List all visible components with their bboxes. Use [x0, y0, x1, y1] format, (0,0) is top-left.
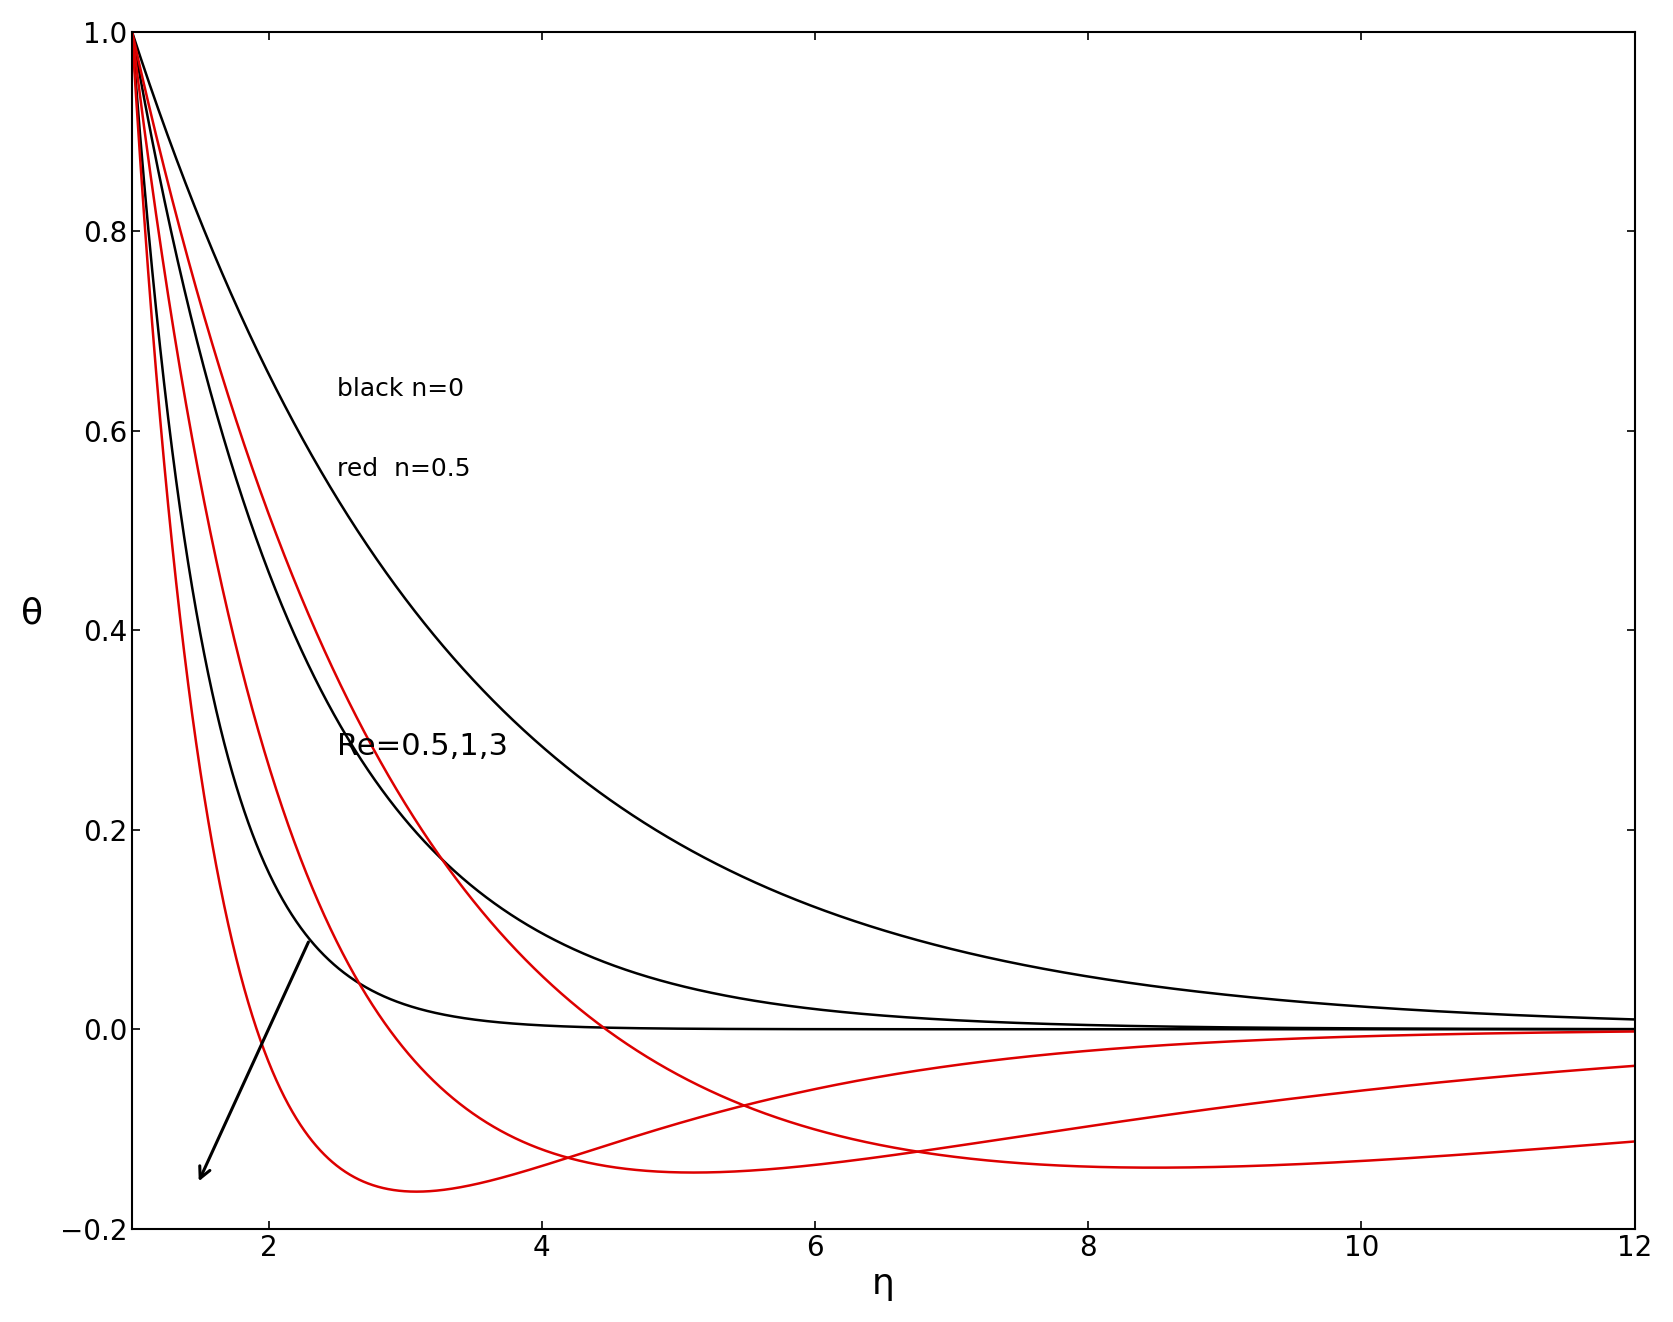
Text: red  n=0.5: red n=0.5 — [336, 456, 470, 481]
X-axis label: η: η — [872, 1268, 895, 1301]
Text: Re=0.5,1,3: Re=0.5,1,3 — [336, 732, 509, 761]
Text: black n=0: black n=0 — [336, 377, 463, 401]
Y-axis label: θ: θ — [20, 596, 43, 631]
